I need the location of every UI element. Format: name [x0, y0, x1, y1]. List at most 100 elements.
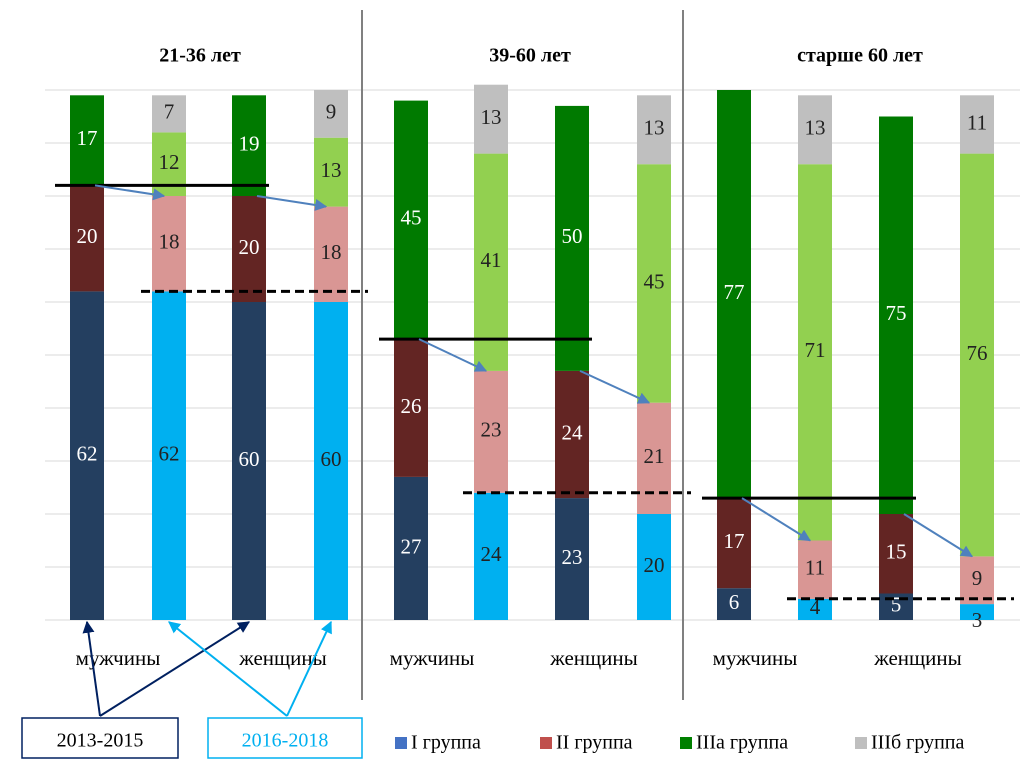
x-tick-label: женщины — [873, 646, 962, 670]
legend-swatch — [855, 737, 867, 749]
bar-segment — [637, 95, 671, 165]
bar-segment — [960, 95, 994, 154]
legend-label: I группа — [411, 732, 481, 754]
period-box — [21, 717, 179, 759]
data-label: 41 — [481, 248, 502, 272]
data-label: 13 — [321, 158, 342, 182]
bar-segment — [232, 302, 266, 620]
bar-segment — [798, 598, 832, 620]
data-label: 13 — [805, 116, 826, 140]
bar-segment — [314, 302, 348, 620]
data-label: 12 — [159, 150, 180, 174]
bar-segment — [637, 514, 671, 620]
data-label: 60 — [321, 447, 342, 471]
data-label: 45 — [401, 206, 422, 230]
bar-segment — [798, 95, 832, 165]
data-label: 9 — [326, 100, 337, 124]
legend-swatch — [680, 737, 692, 749]
x-tick-label: женщины — [238, 646, 327, 670]
data-label: 26 — [401, 394, 422, 418]
data-label: 11 — [805, 555, 825, 579]
data-label: 20 — [644, 553, 665, 577]
period-arrow — [286, 620, 332, 717]
bar-segment — [960, 604, 994, 620]
bar-segment — [232, 196, 266, 302]
x-tick-label: женщины — [549, 646, 638, 670]
legend-swatch — [395, 737, 407, 749]
data-label: 18 — [159, 230, 180, 254]
bar-segment — [232, 95, 266, 196]
panel-title: старше 60 лет — [797, 45, 923, 67]
data-label: 62 — [159, 442, 180, 466]
data-label: 17 — [724, 529, 745, 553]
arrow — [903, 513, 974, 558]
bar-segment — [717, 588, 751, 620]
data-label: 24 — [481, 542, 503, 566]
bar-segment — [314, 206, 348, 302]
data-label: 17 — [77, 126, 98, 150]
data-label: 9 — [972, 566, 983, 590]
bar-segment — [152, 291, 186, 620]
x-tick-label: мужчины — [390, 646, 475, 670]
period-arrow — [82, 620, 101, 717]
period-label: 2013-2015 — [57, 730, 144, 752]
data-label: 19 — [239, 131, 260, 155]
bar-segment — [717, 498, 751, 589]
data-label: 7 — [164, 100, 175, 124]
data-label: 11 — [967, 110, 987, 134]
period-arrow — [168, 621, 288, 717]
legend-label: II группа — [556, 732, 633, 754]
bar-segment — [70, 185, 104, 292]
bar-segment — [314, 137, 348, 207]
data-label: 76 — [967, 341, 988, 365]
arrow — [741, 497, 812, 542]
legend-swatch — [540, 737, 552, 749]
x-tick-label: мужчины — [713, 646, 798, 670]
data-label: 60 — [239, 447, 260, 471]
bar-segment — [637, 164, 671, 403]
period-arrow — [99, 621, 251, 717]
bar-segment — [314, 90, 348, 138]
bar-segment — [474, 492, 508, 620]
bar-segment — [152, 196, 186, 292]
bar-segment — [474, 370, 508, 493]
data-label: 13 — [481, 105, 502, 129]
bar-segment — [717, 90, 751, 499]
data-label: 27 — [401, 534, 422, 558]
bar-segment — [152, 95, 186, 133]
data-label: 4 — [810, 595, 821, 619]
bar-segment — [474, 84, 508, 154]
data-label: 24 — [562, 420, 584, 444]
bar-segment — [394, 100, 428, 340]
data-label: 45 — [644, 269, 665, 293]
legend-label: IIIб группа — [871, 732, 965, 754]
data-label: 20 — [239, 235, 260, 259]
bar-segment — [474, 153, 508, 371]
data-label: 13 — [644, 116, 665, 140]
bar-segment — [70, 95, 104, 186]
panel-title: 39-60 лет — [489, 45, 571, 67]
bar-segment — [960, 556, 994, 605]
arrow — [256, 195, 328, 211]
data-label: 5 — [891, 593, 902, 617]
arrow — [94, 184, 166, 201]
bar-segment — [798, 164, 832, 541]
bar-segment — [637, 402, 671, 514]
bar-segment — [960, 153, 994, 557]
bar-segment — [879, 116, 913, 514]
data-label: 6 — [729, 590, 740, 614]
x-tick-label: мужчины — [76, 646, 161, 670]
arrow — [579, 369, 651, 404]
panel-title: 21-36 лет — [159, 45, 241, 67]
data-label: 77 — [724, 280, 745, 304]
bar-segment — [394, 476, 428, 620]
data-label: 3 — [972, 608, 983, 632]
period-label: 2016-2018 — [242, 730, 329, 752]
data-label: 23 — [562, 545, 583, 569]
data-label: 23 — [481, 418, 502, 442]
bar-segment — [798, 540, 832, 599]
data-label: 62 — [77, 442, 98, 466]
bar-segment — [555, 105, 589, 371]
